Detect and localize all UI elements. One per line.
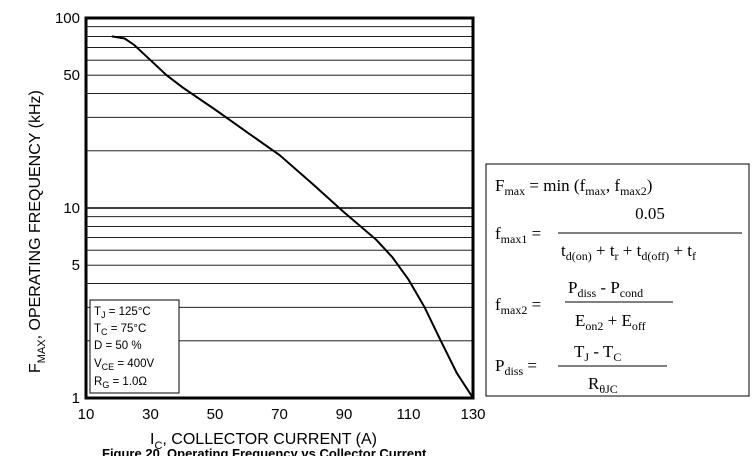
conditions-box: TJ = 125°C TC = 75°C D = 50 % VCE = 400V… — [89, 299, 180, 394]
equation-fmax1-numerator: 0.05 — [635, 204, 665, 223]
x-tick-label: 10 — [78, 406, 95, 423]
condition-vce: VCE = 400V — [94, 358, 154, 372]
equation-fmax2-denominator: Eon2 + Eoff — [575, 311, 646, 333]
equation-fmax2-numerator: Pdiss - Pcond — [568, 278, 643, 300]
y-tick-label: 100 — [55, 10, 80, 27]
y-tick-label: 1 — [72, 390, 80, 407]
equations-box: Fmax = min (fmax, fmax2) fmax1 = 0.05 td… — [485, 163, 750, 397]
equation-fmax2-lhs: fmax2 = — [495, 295, 541, 317]
y-tick-labels: 1 5 10 50 100 — [55, 10, 80, 407]
condition-tj: TJ = 125°C — [94, 306, 151, 320]
equation-pdiss-numerator: TJ - TC — [574, 342, 621, 364]
condition-rg: RG = 1.0Ω — [94, 376, 147, 390]
series-line — [111, 35, 474, 399]
x-tick-label: 30 — [142, 406, 159, 423]
y-tick-label: 5 — [72, 257, 80, 274]
y-tick-label: 10 — [63, 200, 80, 217]
x-tick-label: 70 — [271, 406, 288, 423]
y-tick-label: 50 — [63, 67, 80, 84]
figure-caption: Figure 20. Operating Frequency vs Collec… — [102, 446, 427, 456]
y-axis-title: FMAX, OPERATING FREQUENCY (kHz) — [27, 90, 48, 373]
condition-duty: D = 50 % — [94, 340, 142, 352]
equation-fmax1-denominator: td(on) + tr + td(off) + tf — [561, 241, 696, 263]
plot-frame — [84, 16, 475, 400]
x-tick-label: 110 — [397, 406, 421, 423]
x-axis-title: IC, COLLECTOR CURRENT (A) — [150, 431, 377, 452]
x-tick-label: 90 — [336, 406, 353, 423]
equation-fmax: Fmax = min (fmax, fmax2) — [495, 176, 652, 198]
equation-pdiss-denominator: RθJC — [588, 374, 618, 396]
grid — [86, 26, 473, 342]
x-tick-label: 50 — [207, 406, 224, 423]
equation-fmax1-lhs: fmax1 = — [495, 224, 541, 246]
equation-pdiss-lhs: Pdiss = — [495, 356, 537, 378]
x-tick-labels: 10 30 50 70 90 110 130 — [78, 406, 486, 423]
condition-tc: TC = 75°C — [94, 323, 146, 337]
x-tick-label: 130 — [460, 406, 485, 423]
